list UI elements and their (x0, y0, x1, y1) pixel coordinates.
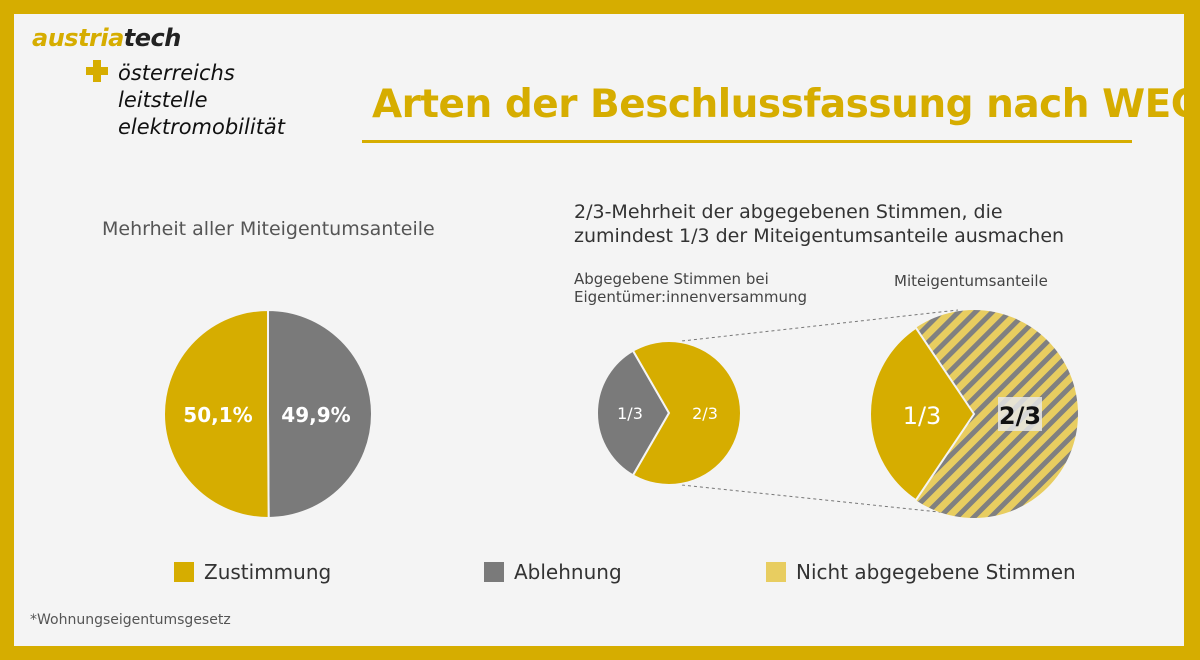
connector-lines (681, 309, 959, 515)
pie-chart-ownership-shares: 1/3 2/3 (869, 310, 1078, 518)
pie-slice-ablehnung (596, 349, 671, 477)
infographic-card: austriatech österreichs leitstelle elekt… (14, 14, 1200, 646)
legend-item-zustimmung: Zustimmung (174, 560, 331, 584)
legend-item-nicht-abgegeben: Nicht abgegebene Stimmen (766, 560, 1076, 584)
legend-label: Ablehnung (514, 560, 622, 584)
votes-subheading-line-2: Eigentümer:innenversammung (574, 288, 808, 306)
left-chart-heading: Mehrheit aller Miteigentumsanteile (102, 218, 435, 240)
pie-slice-zustimmung (163, 308, 270, 519)
pie-slice-ablehnung (267, 308, 373, 520)
brand-line-1: österreichs (118, 61, 235, 85)
pie-slice-abgegeben (869, 326, 976, 502)
pie-slice-zustimmung (631, 340, 742, 486)
plus-logo-icon (86, 60, 108, 82)
right-chart-heading: 2/3-Mehrheit der abgegebenen Stimmen, di… (574, 200, 1064, 248)
legend-swatch-zustimmung (174, 562, 194, 582)
legend-label: Zustimmung (204, 560, 332, 584)
shares-subheading: Miteigentumsanteile (894, 272, 1048, 290)
pie-label-ablehnung: 1/3 (617, 404, 643, 423)
votes-subheading-line-1: Abgegebene Stimmen bei (574, 270, 769, 288)
right-heading-line-1: 2/3-Mehrheit der abgegebenen Stimmen, di… (574, 201, 1003, 223)
pie-chart-majority: 50,1% 49,9% (163, 308, 373, 520)
legend-item-ablehnung: Ablehnung (484, 560, 622, 584)
pie-label-zustimmung: 50,1% (183, 403, 252, 427)
connector-line-bottom (681, 484, 959, 515)
footnote: *Wohnungseigentumsgesetz (30, 612, 231, 628)
right-heading-line-2: zumindest 1/3 der Miteigentumsanteile au… (574, 225, 1065, 247)
pie-label-backdrop (998, 397, 1042, 431)
brand-tagline: österreichs leitstelle elektromobilität (118, 60, 285, 141)
pie-label-nicht-abgegeben: 2/3 (999, 402, 1041, 430)
legend-swatch-ablehnung (484, 562, 504, 582)
pie-label-ablehnung: 49,9% (281, 403, 350, 427)
brand-logo-austriatech: austriatech (32, 24, 181, 52)
legend-label: Nicht abgegebene Stimmen (796, 560, 1076, 584)
pie-label-zustimmung: 2/3 (692, 404, 718, 423)
brand-line-3: elektromobilität (118, 115, 286, 139)
legend-swatch-nicht-abgegeben (766, 562, 786, 582)
pie-label-abgegeben: 1/3 (903, 402, 942, 430)
brand-line-2: leitstelle (118, 88, 208, 112)
pie-chart-votes-cast: 1/3 2/3 (596, 340, 742, 486)
votes-subheading: Abgegebene Stimmen bei Eigentümer:innenv… (574, 270, 807, 306)
title-underline (362, 140, 1132, 143)
page-title: Arten der Beschlussfassung nach WEG* (372, 82, 1200, 127)
connector-line-top (681, 309, 959, 342)
charts-canvas: 50,1% 49,9% 1/3 2/3 1/3 2/3 (163, 308, 1078, 520)
